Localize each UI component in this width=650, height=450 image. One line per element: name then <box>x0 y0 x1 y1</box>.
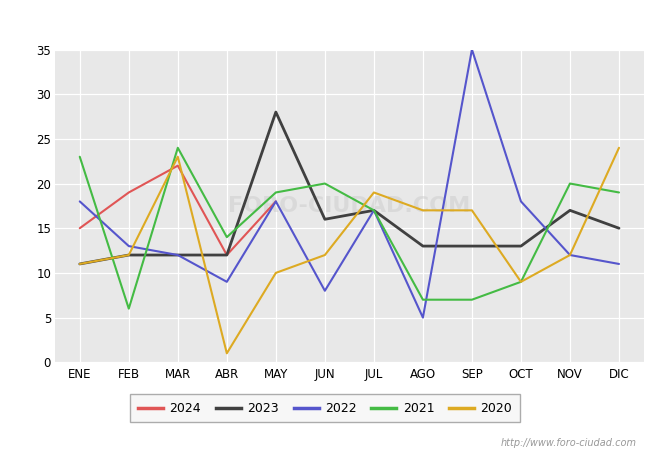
Text: http://www.foro-ciudad.com: http://www.foro-ciudad.com <box>501 438 637 448</box>
Legend: 2024, 2023, 2022, 2021, 2020: 2024, 2023, 2022, 2021, 2020 <box>130 394 520 423</box>
Text: FORO-CIUDAD.COM: FORO-CIUDAD.COM <box>228 196 471 216</box>
Text: Matriculaciones de Vehiculos en Carbajosa de la Sagrada: Matriculaciones de Vehiculos en Carbajos… <box>115 16 535 31</box>
